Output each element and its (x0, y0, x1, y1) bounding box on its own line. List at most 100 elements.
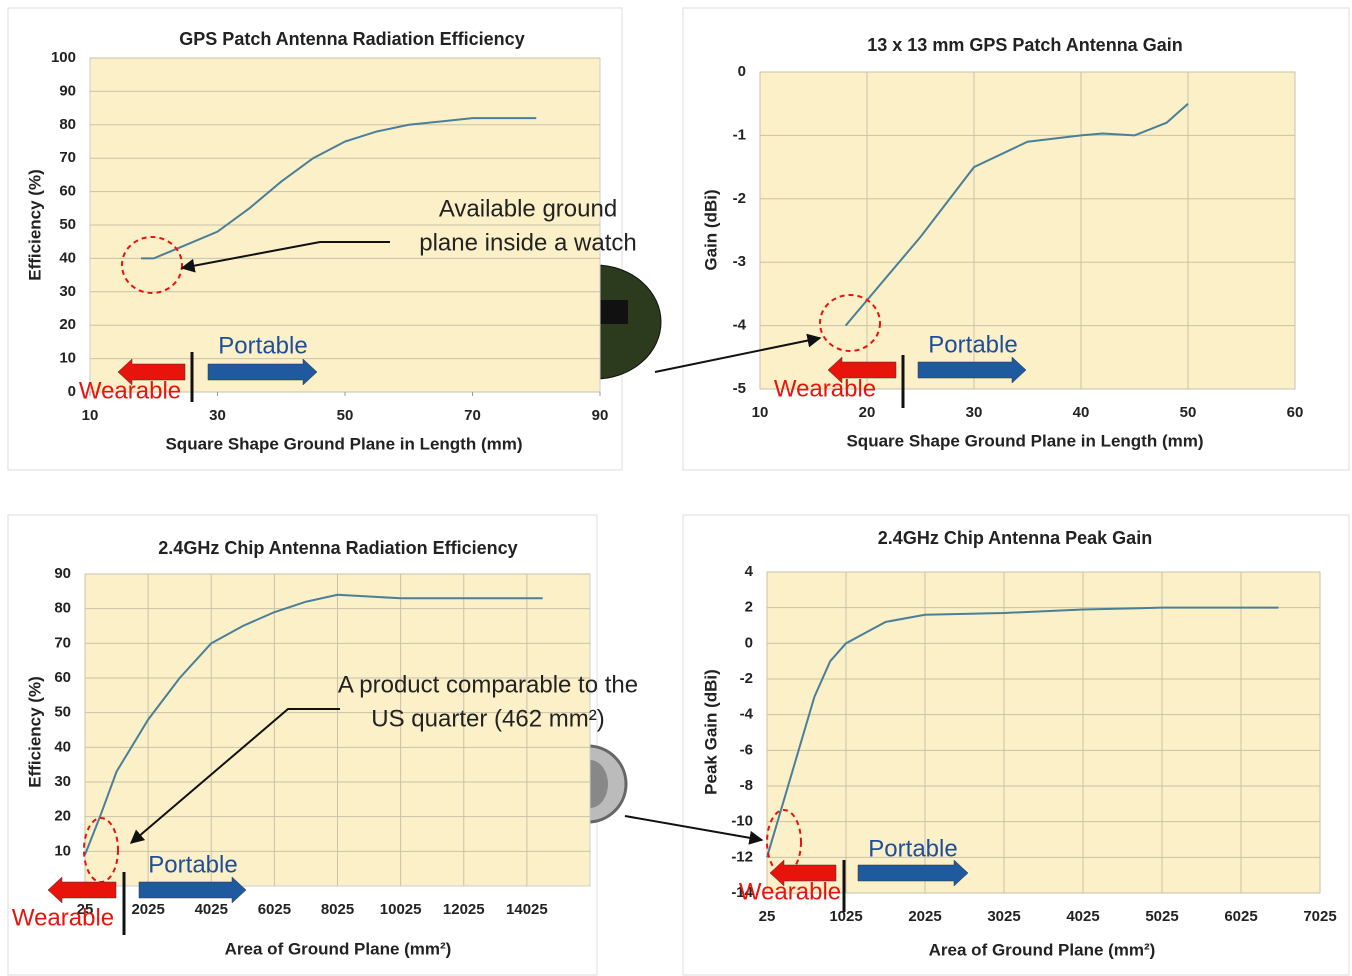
x-tick-label: 40 (1073, 404, 1090, 421)
y-tick-label: 0 (68, 383, 76, 400)
y-tick-label: 10 (54, 842, 71, 859)
x-axis-label: Square Shape Ground Plane in Length (mm) (846, 431, 1203, 450)
annotation: US quarter (462 mm²) (371, 705, 604, 732)
x-tick-label: 10 (82, 407, 99, 424)
x-tick-label: 5025 (1145, 908, 1178, 925)
x-tick-label: 3025 (987, 908, 1020, 925)
y-tick-label: 60 (54, 669, 71, 686)
y-tick-label: 30 (59, 283, 76, 300)
y-tick-label: -3 (733, 253, 746, 270)
x-tick-label: 4025 (195, 901, 228, 918)
x-tick-label: 7025 (1303, 908, 1336, 925)
y-axis-label: Efficiency (%) (25, 169, 44, 280)
y-axis-label: Efficiency (%) (25, 676, 44, 787)
x-tick-label: 6025 (1224, 908, 1257, 925)
portable-arrow (207, 358, 318, 386)
chart-title: 13 x 13 mm GPS Patch Antenna Gain (867, 35, 1182, 55)
data-line (141, 117, 537, 260)
annotation: Portable (218, 332, 307, 359)
x-tick-label: 30 (966, 404, 983, 421)
y-tick-label: 0 (745, 634, 753, 651)
portable-arrow (138, 876, 247, 904)
x-tick-label: 4025 (1066, 908, 1099, 925)
y-tick-label: -1 (733, 126, 746, 143)
x-tick-label: 2025 (131, 901, 164, 918)
y-tick-label: 0 (738, 63, 746, 80)
annotation: Portable (868, 835, 957, 862)
y-tick-label: 90 (54, 565, 71, 582)
y-tick-label: 60 (59, 183, 76, 200)
chart-title: 2.4GHz Chip Antenna Peak Gain (878, 528, 1152, 548)
chart-title: GPS Patch Antenna Radiation Efficiency (179, 29, 524, 49)
y-axis-label: Peak Gain (dBi) (701, 669, 720, 795)
annotation: Portable (928, 331, 1017, 358)
x-tick-label: 50 (1180, 404, 1197, 421)
y-tick-label: -4 (740, 706, 754, 723)
watch-component (598, 300, 628, 324)
x-tick-label: 10 (752, 404, 769, 421)
pointer-arrow (180, 241, 390, 273)
chart-title: 2.4GHz Chip Antenna Radiation Efficiency (158, 538, 517, 558)
wearable-arrow (47, 876, 117, 904)
annotation: A product comparable to the (338, 671, 638, 698)
y-tick-label: -2 (733, 190, 746, 207)
y-tick-label: -6 (740, 741, 753, 758)
annotation: plane inside a watch (419, 229, 636, 256)
annotation: Wearable (79, 377, 181, 404)
y-tick-label: 50 (54, 704, 71, 721)
y-tick-label: 20 (59, 316, 76, 333)
x-tick-label: 25 (77, 901, 94, 918)
y-tick-label: 40 (54, 738, 71, 755)
pointer-arrow (129, 708, 340, 844)
data-line (766, 606, 1279, 858)
x-tick-label: 90 (592, 407, 609, 424)
x-axis-label: Square Shape Ground Plane in Length (mm) (165, 434, 522, 453)
y-tick-label: 2 (745, 599, 753, 616)
y-tick-label: -4 (733, 317, 747, 334)
x-tick-label: 70 (464, 407, 481, 424)
x-tick-label: 2025 (908, 908, 941, 925)
x-axis-label: Area of Ground Plane (mm²) (225, 939, 452, 958)
portable-arrow (857, 859, 969, 887)
y-tick-label: -2 (740, 670, 753, 687)
annotation: Wearable (739, 878, 841, 905)
y-tick-label: -5 (733, 380, 746, 397)
pointer-arrow (624, 815, 764, 845)
wearable-arrow (769, 859, 837, 887)
wearable-arrow (827, 356, 897, 384)
annotation: Wearable (12, 904, 114, 931)
highlight-circle (819, 294, 881, 352)
x-tick-label: 25 (759, 908, 776, 925)
data-line (844, 102, 1189, 327)
x-tick-label: 6025 (258, 901, 291, 918)
y-tick-label: 50 (59, 216, 76, 233)
y-tick-label: 30 (54, 773, 71, 790)
x-tick-label: 14025 (506, 901, 548, 918)
y-tick-label: -12 (731, 848, 753, 865)
x-tick-label: 8025 (321, 901, 354, 918)
portable-arrow (917, 356, 1027, 384)
x-axis-label: Area of Ground Plane (mm²) (929, 940, 1156, 959)
y-tick-label: 70 (54, 634, 71, 651)
x-tick-label: 10025 (380, 901, 422, 918)
y-tick-label: 20 (54, 808, 71, 825)
y-tick-label: -10 (731, 813, 753, 830)
x-tick-label: 20 (859, 404, 876, 421)
y-tick-label: 40 (59, 249, 76, 266)
y-tick-label: 80 (54, 600, 71, 617)
plot-area (759, 71, 1296, 390)
y-tick-label: -8 (740, 777, 753, 794)
y-tick-label: 4 (745, 563, 754, 580)
x-tick-label: 50 (337, 407, 354, 424)
annotation: Portable (148, 851, 237, 878)
annotation: Wearable (774, 375, 876, 402)
y-tick-label: 10 (59, 350, 76, 367)
y-axis-label: Gain (dBi) (701, 189, 720, 270)
pointer-arrow (654, 333, 822, 373)
y-tick-label: 90 (59, 82, 76, 99)
y-tick-label: 70 (59, 149, 76, 166)
data-line (84, 593, 543, 856)
annotation: Available ground (439, 195, 617, 222)
x-tick-label: 60 (1287, 404, 1304, 421)
y-tick-label: 100 (51, 49, 76, 66)
